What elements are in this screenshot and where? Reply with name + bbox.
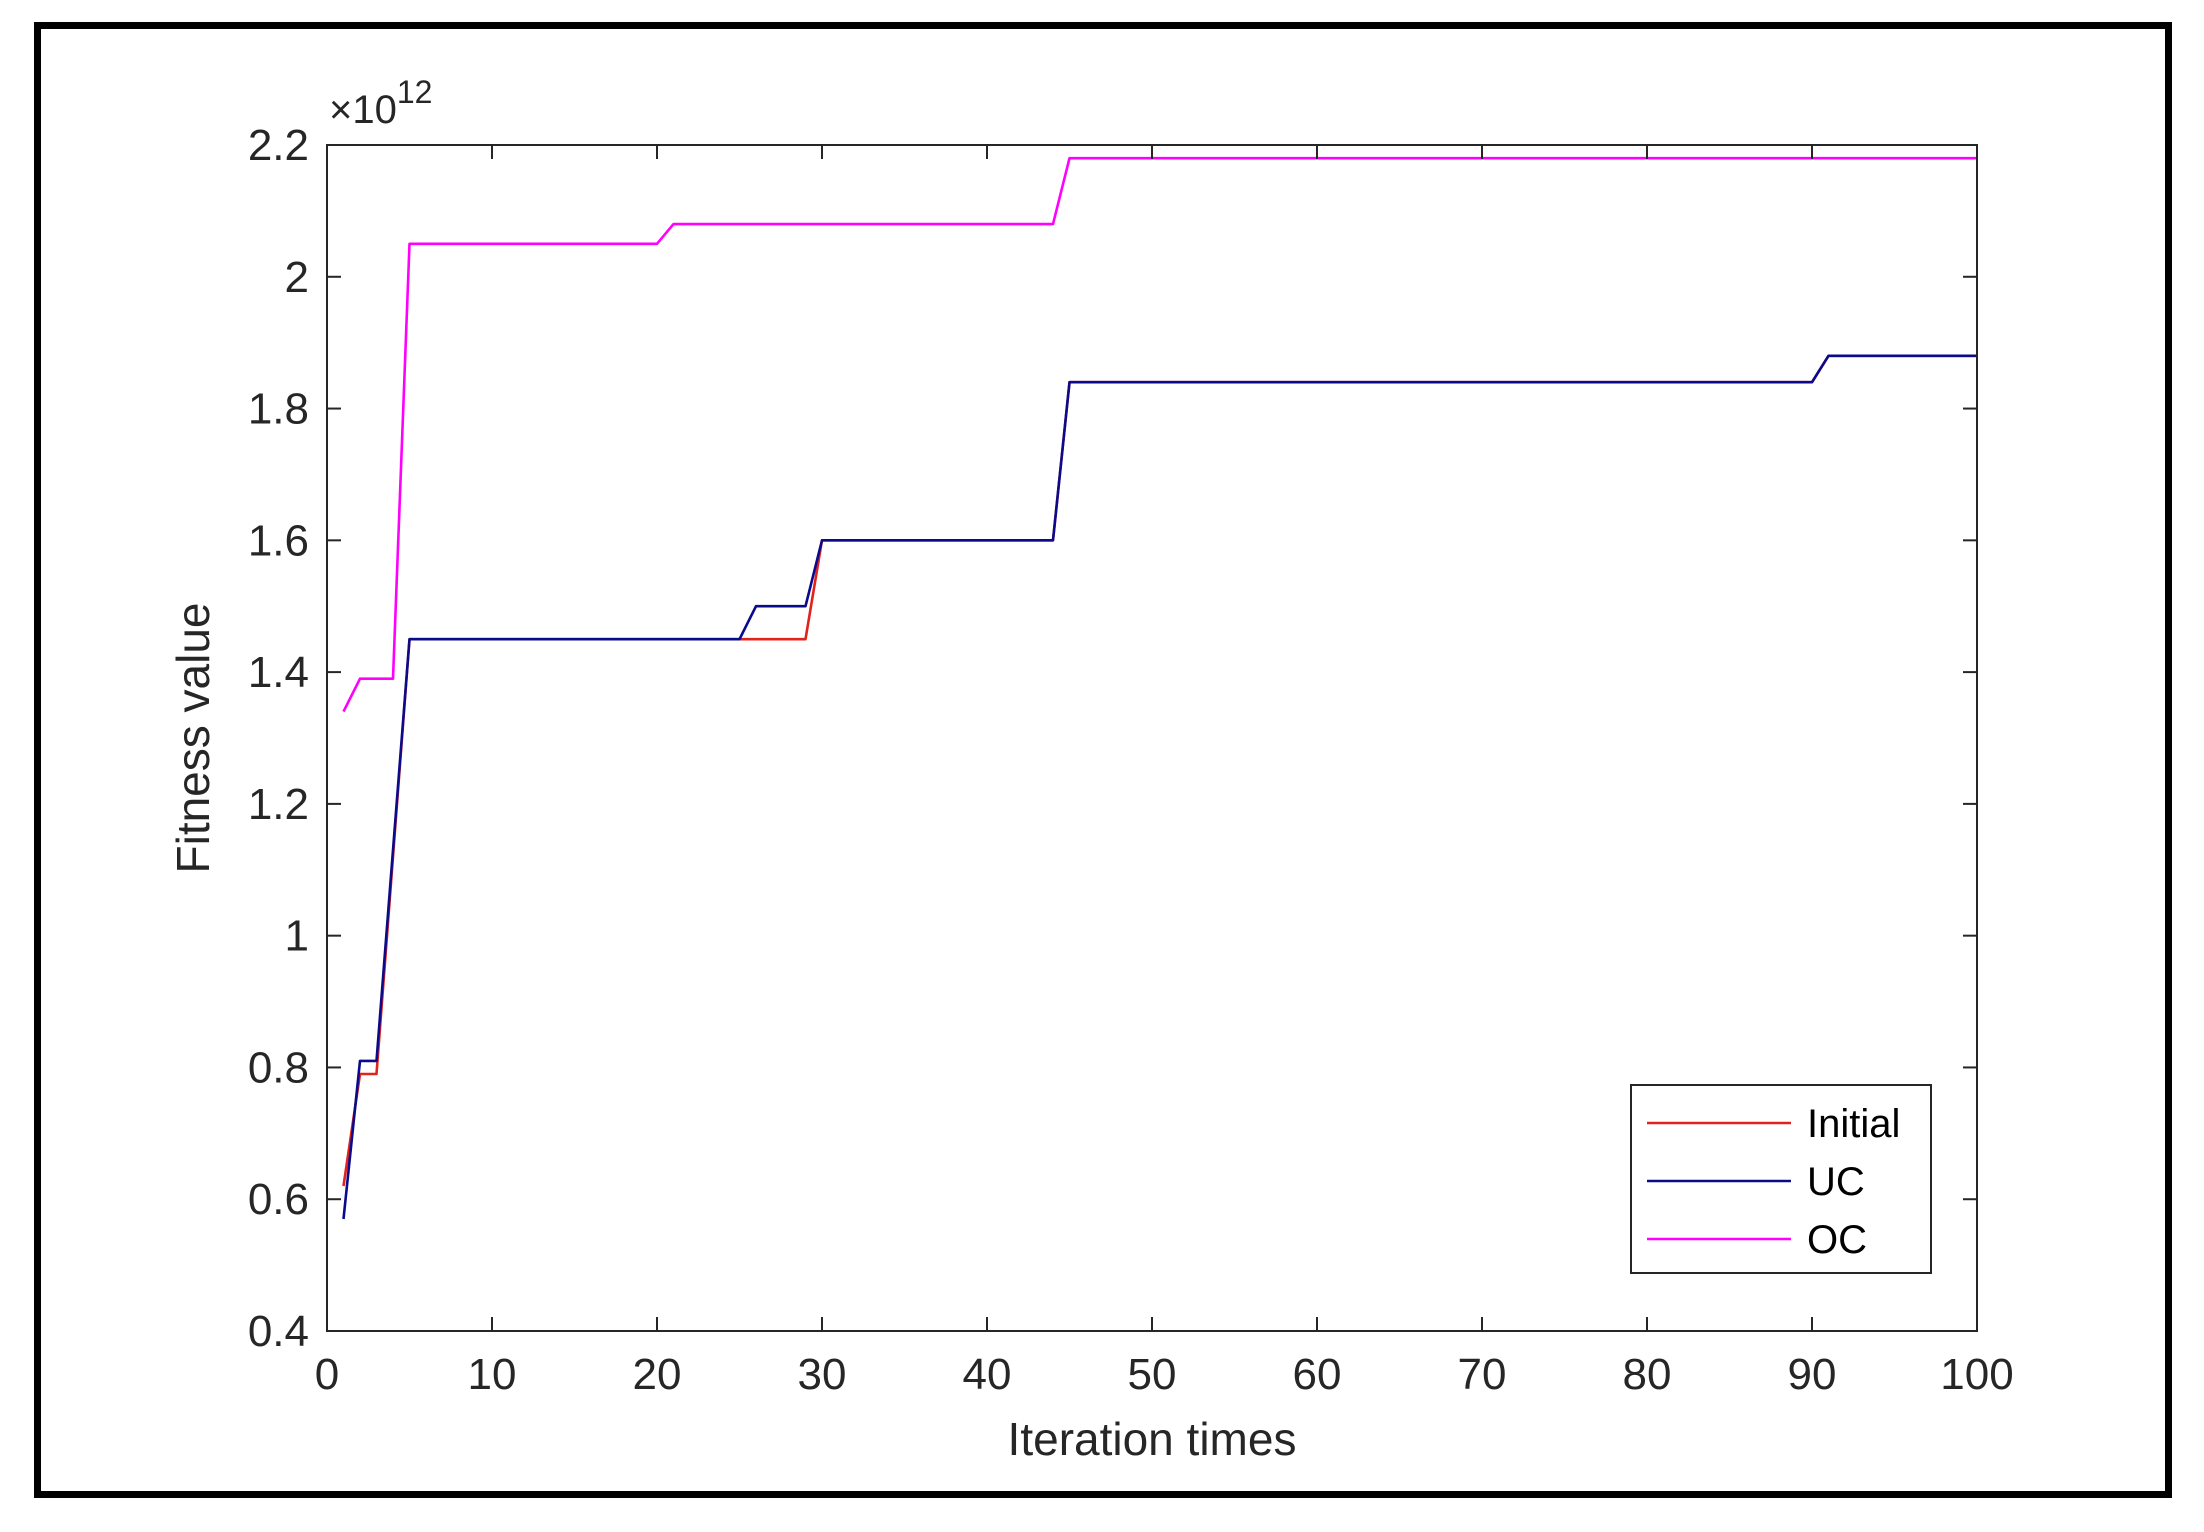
- series-line-uc: [342, 354, 1977, 1220]
- axis-ticks: [326, 144, 1978, 1332]
- y-tick-label: 2.2: [248, 121, 309, 170]
- x-tick-label: 20: [633, 1350, 682, 1399]
- y-tick-label: 0.8: [248, 1043, 309, 1092]
- y-tick-label: 1.2: [248, 780, 309, 829]
- x-tick-label: 50: [1128, 1350, 1177, 1399]
- legend: Initial UC OC: [1630, 1084, 1932, 1274]
- legend-label: Initial: [1807, 1102, 1900, 1146]
- x-axis-title: Iteration times: [1008, 1413, 1297, 1465]
- x-tick-label: 10: [468, 1350, 517, 1399]
- y-tick-label: 1.6: [248, 516, 309, 565]
- y-tick-label: 0.4: [248, 1307, 309, 1356]
- axis-tick-labels: 0 10 20 30 40 50 60 70 80 90 100 0.4 0.6 0.8 1 1.2 1.4 1.…: [248, 121, 2014, 1399]
- x-tick-label: 30: [798, 1350, 847, 1399]
- y-tick-label: 1: [285, 912, 309, 961]
- series-layer: [342, 156, 1977, 1220]
- line-chart: 0 10 20 30 40 50 60 70 80 90 100 0.4 0.6 0.8 1 1.2 1.4 1.…: [167, 74, 2014, 1465]
- y-exponent-label: ×1012: [329, 74, 432, 132]
- legend-label: OC: [1807, 1218, 1867, 1262]
- series-line-oc: [342, 156, 1977, 713]
- x-tick-label: 70: [1458, 1350, 1507, 1399]
- series-line-initial: [342, 354, 1977, 1187]
- x-tick-label: 80: [1623, 1350, 1672, 1399]
- x-tick-label: 60: [1293, 1350, 1342, 1399]
- x-tick-label: 0: [315, 1350, 339, 1399]
- y-tick-label: 1.4: [248, 648, 309, 697]
- y-tick-label: 2: [285, 253, 309, 302]
- legend-label: UC: [1807, 1160, 1865, 1204]
- y-axis-title: Fitness value: [167, 602, 219, 873]
- figure-frame: 0 10 20 30 40 50 60 70 80 90 100 0.4 0.6 0.8 1 1.2 1.4 1.…: [34, 22, 2172, 1498]
- y-tick-label: 0.6: [248, 1175, 309, 1224]
- y-tick-label: 1.8: [248, 385, 309, 434]
- x-tick-label: 100: [1940, 1350, 2013, 1399]
- legend-box: [1630, 1084, 1932, 1274]
- x-tick-label: 40: [963, 1350, 1012, 1399]
- x-tick-label: 90: [1788, 1350, 1837, 1399]
